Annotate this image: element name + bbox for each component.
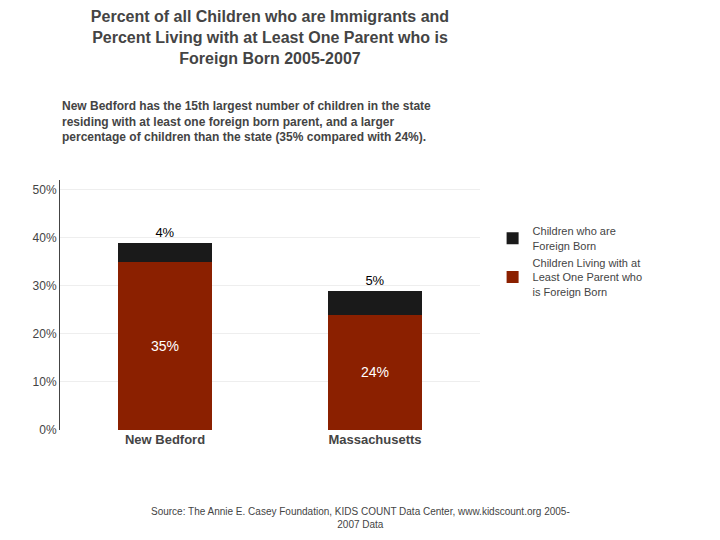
svg-text:5%: 5% (365, 273, 384, 288)
svg-text:Children who areForeign Born: Children who areForeign Born (533, 225, 616, 251)
svg-text:40%: 40% (33, 231, 57, 245)
svg-text:0%: 0% (39, 423, 57, 437)
svg-text:10%: 10% (33, 375, 57, 389)
svg-text:New Bedford: New Bedford (125, 432, 205, 447)
svg-text:50%: 50% (33, 183, 57, 197)
svg-text:Massachusetts: Massachusetts (328, 432, 421, 447)
svg-text:20%: 20% (33, 327, 57, 341)
svg-text:Children Living with atLeast O: Children Living with atLeast One Parent … (533, 257, 642, 298)
svg-text:24%: 24% (361, 364, 389, 380)
svg-text:4%: 4% (155, 225, 174, 240)
svg-text:35%: 35% (151, 338, 179, 354)
svg-text:New Bedford has the 15th large: New Bedford has the 15th largest number … (62, 99, 431, 144)
svg-text:Source: The Annie E. Casey Fou: Source: The Annie E. Casey Foundation, K… (151, 506, 570, 530)
svg-text:30%: 30% (33, 279, 57, 293)
svg-text:Percent of all Children who ar: Percent of all Children who are Immigran… (91, 8, 449, 67)
